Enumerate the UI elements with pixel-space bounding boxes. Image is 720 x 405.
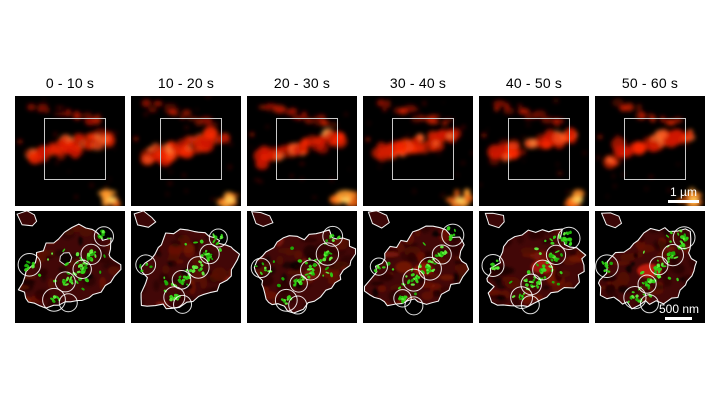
fluorescence-panel [479,96,589,206]
fluorescence-image [363,96,473,206]
scale-bar-label: 1 µm [670,185,697,199]
time-column-6: 50 - 60 s 1 µm 500 nm [595,70,705,323]
fluorescence-image [131,96,241,206]
time-label: 20 - 30 s [273,75,331,91]
time-label: 40 - 50 s [505,75,563,91]
scale-bar-label: 500 nm [658,302,699,316]
cluster-image [131,211,241,323]
cluster-image [595,211,705,323]
cluster-panel [15,211,125,323]
cluster-panel [247,211,357,323]
time-column-3: 20 - 30 s [247,70,357,323]
fluorescence-panel [131,96,241,206]
scale-bar-line [668,200,699,203]
cluster-panel [131,211,241,323]
cluster-image [363,211,473,323]
time-label: 50 - 60 s [621,75,679,91]
time-label: 0 - 10 s [45,75,95,91]
cluster-panel: 500 nm [595,211,705,323]
fluorescence-image [595,96,705,206]
time-column-2: 10 - 20 s [131,70,241,323]
cluster-image [15,211,125,323]
cluster-image [479,211,589,323]
time-label: 10 - 20 s [157,75,215,91]
time-column-5: 40 - 50 s [479,70,589,323]
fluorescence-panel: 1 µm [595,96,705,206]
fluorescence-panel [247,96,357,206]
fluorescence-panel [363,96,473,206]
fluorescence-panel [15,96,125,206]
cluster-panel [479,211,589,323]
fluorescence-image [479,96,589,206]
scale-bar-top-row: 1 µm [668,186,699,203]
cluster-image [247,211,357,323]
fluorescence-image [15,96,125,206]
fluorescence-image [247,96,357,206]
cluster-panel [363,211,473,323]
scale-bar-line [665,317,693,320]
scale-bar-bottom-row: 500 nm [659,303,699,320]
time-column-4: 30 - 40 s [363,70,473,323]
time-column-1: 0 - 10 s [15,70,125,323]
time-label: 30 - 40 s [389,75,447,91]
